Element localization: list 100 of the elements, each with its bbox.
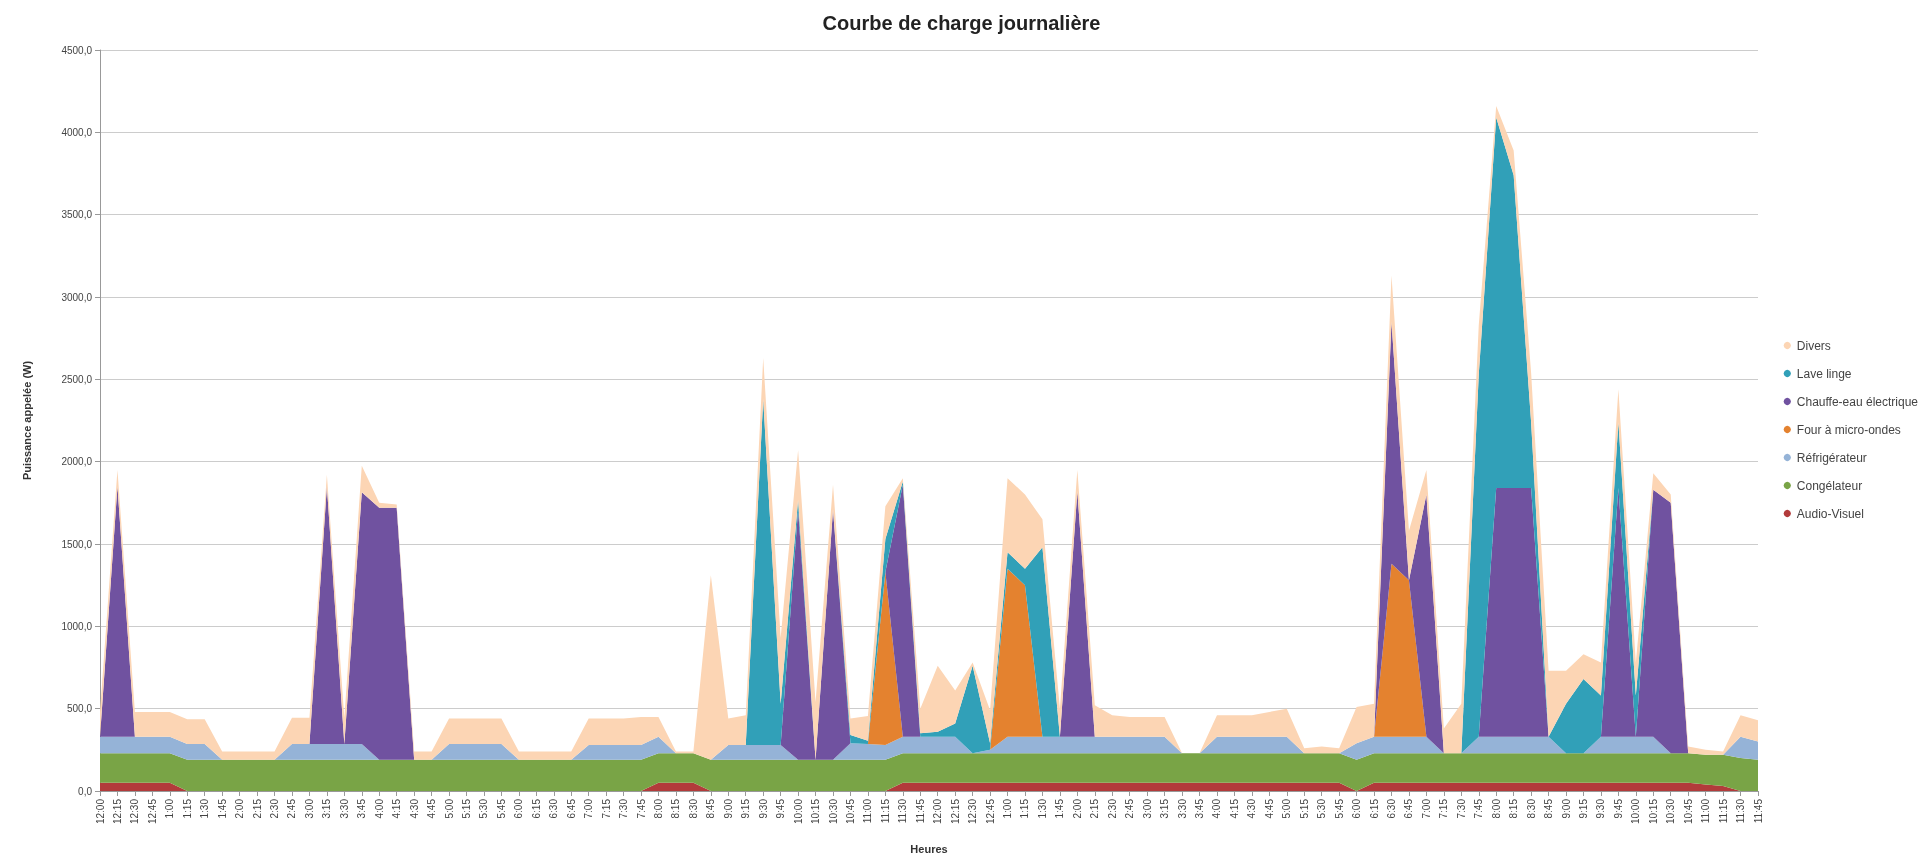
x-tick-label: 1:30 [1036,798,1048,819]
x-tick-label: 12:00 [932,798,944,825]
x-tick-label: 6:15 [1368,798,1380,819]
x-tick-label: 7:30 [618,798,630,819]
x-tick-label: 4:30 [1246,798,1258,819]
x-tick-label: 11:15 [879,798,891,824]
x-tick-label: 10:15 [810,798,822,825]
y-tick-label: 4000,0 [61,126,93,138]
y-tick-label: 1500,0 [61,538,93,550]
x-tick-label: 9:30 [1595,798,1607,819]
legend-label: Réfrigérateur [1796,450,1867,465]
x-tick-label: 7:30 [1455,798,1467,819]
x-tick-label: 9:30 [757,798,769,819]
x-tick-label: 3:15 [1159,798,1171,819]
x-tick-label: 3:00 [303,798,315,819]
y-tick-label: 2500,0 [61,373,93,385]
x-tick-label: 12:00 [94,798,106,825]
x-tick-label: 6:00 [1351,798,1363,819]
x-tick-label: 1:00 [1002,798,1014,819]
x-tick-label: 1:45 [1054,798,1066,819]
x-tick-label: 1:00 [164,798,176,819]
x-tick-label: 2:00 [1071,798,1083,819]
x-tick-label: 7:00 [1420,798,1432,819]
x-tick-label: 5:00 [1281,798,1293,819]
x-tick-label: 1:45 [216,798,228,819]
x-tick-label: 8:30 [1525,798,1537,819]
x-tick-label: 12:30 [967,798,979,825]
x-tick-label: 2:45 [286,798,298,819]
x-tick-label: 5:30 [1316,798,1328,819]
x-tick-label: 11:45 [1752,798,1764,824]
x-tick-label: 2:15 [251,798,263,819]
x-tick-label: 8:45 [1543,798,1555,819]
x-tick-label: 9:00 [722,798,734,819]
x-tick-label: 10:15 [1647,798,1659,825]
y-tick-label: 500,0 [66,703,93,715]
legend-label: Congélateur [1796,478,1863,493]
x-axis-title: Heures [910,842,948,855]
x-tick-label: 6:45 [565,798,577,819]
x-tick-label: 9:15 [1577,798,1589,819]
x-tick-label: 3:15 [321,798,333,819]
x-tick-label: 5:15 [1298,798,1310,819]
x-tick-label: 6:15 [530,798,542,819]
x-tick-label: 9:00 [1560,798,1572,819]
x-tick-label: 6:00 [513,798,525,819]
chart-title: Courbe de charge journalière [822,12,1101,34]
x-tick-label: 10:30 [1665,798,1677,825]
x-tick-label: 4:15 [1228,798,1240,819]
x-tick-label: 7:00 [583,798,595,819]
y-axis-title: Puissance appelée (W) [20,360,33,481]
x-tick-label: 2:15 [1089,798,1101,819]
x-tick-label: 2:30 [269,798,281,819]
x-tick-label: 5:15 [461,798,473,819]
x-tick-label: 4:30 [408,798,420,819]
x-tick-label: 5:45 [1333,798,1345,819]
y-tick-label: 1000,0 [61,620,93,632]
x-tick-label: 7:45 [1473,798,1485,819]
x-tick-label: 3:30 [338,798,350,819]
x-tick-label: 1:15 [181,798,193,819]
x-tick-label: 3:00 [1141,798,1153,819]
x-tick-label: 11:45 [914,798,926,824]
x-tick-label: 11:30 [1735,798,1747,824]
x-tick-label: 7:15 [1438,798,1450,819]
x-tick-label: 8:15 [670,798,682,819]
x-tick-label: 5:30 [478,798,490,819]
x-tick-label: 11:30 [897,798,909,824]
x-tick-label: 1:15 [1019,798,1031,819]
legend-label: Audio-Visuel [1796,506,1864,521]
x-tick-label: 7:45 [635,798,647,819]
x-tick-label: 9:45 [1612,798,1624,819]
x-tick-label: 3:30 [1176,798,1188,819]
y-tick-label: 3500,0 [61,209,93,221]
x-tick-label: 2:00 [234,798,246,819]
x-tick-label: 11:00 [862,798,874,824]
legend-label: Divers [1796,338,1831,353]
x-tick-label: 11:15 [1717,798,1729,824]
x-tick-label: 4:00 [1211,798,1223,819]
x-tick-label: 6:30 [1385,798,1397,819]
x-tick-label: 9:45 [775,798,787,819]
x-tick-label: 5:00 [443,798,455,819]
y-tick-label: 4500,0 [61,44,93,56]
x-tick-label: 8:30 [687,798,699,819]
x-tick-label: 7:15 [600,798,612,819]
x-tick-label: 10:30 [827,798,839,825]
legend-label: Four à micro-ondes [1796,422,1901,437]
x-tick-label: 12:30 [129,798,141,825]
x-tick-label: 12:45 [146,798,158,825]
x-tick-label: 10:00 [1630,798,1642,825]
x-tick-label: 9:15 [740,798,752,819]
x-tick-label: 12:45 [984,798,996,825]
legend-label: Chauffe-eau électrique [1796,394,1919,409]
x-tick-label: 8:00 [652,798,664,819]
x-tick-label: 8:00 [1490,798,1502,819]
x-tick-label: 4:45 [426,798,438,819]
x-tick-label: 6:45 [1403,798,1415,819]
x-tick-label: 2:30 [1106,798,1118,819]
x-tick-label: 6:30 [548,798,560,819]
x-tick-label: 3:45 [356,798,368,819]
y-tick-label: 2000,0 [61,456,93,468]
x-tick-label: 12:15 [111,798,123,825]
x-tick-label: 4:45 [1263,798,1275,819]
